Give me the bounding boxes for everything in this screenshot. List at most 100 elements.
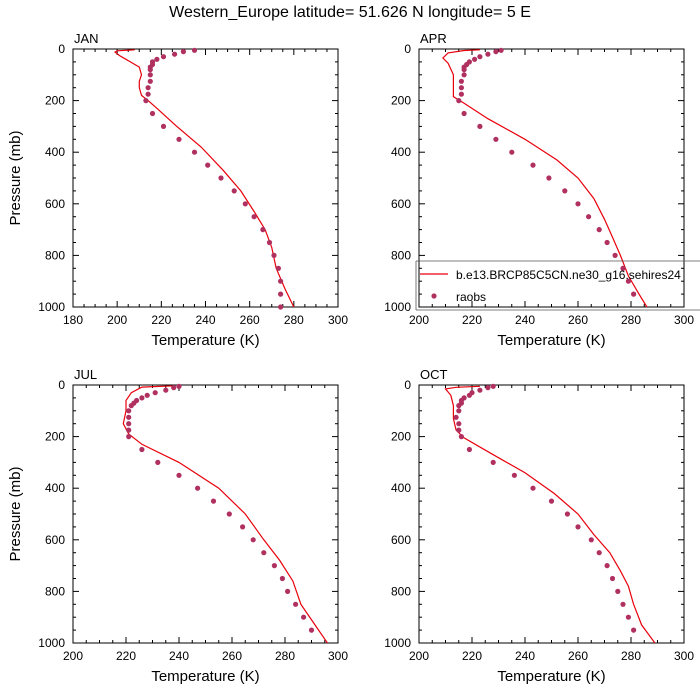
raobs-point	[266, 239, 273, 246]
model-profile-line	[444, 385, 656, 644]
x-tick-label: 280	[284, 313, 304, 327]
raobs-point	[466, 392, 472, 398]
raobs-point	[293, 601, 299, 607]
raobs-point	[620, 601, 626, 607]
y-tick-label: 200	[45, 94, 65, 108]
panel-label: JUL	[74, 367, 97, 382]
y-tick-label: 400	[45, 481, 65, 495]
legend-entry-raobs: raobs	[456, 290, 486, 304]
raobs-point	[301, 614, 307, 620]
raobs-point	[485, 385, 491, 391]
raobs-point	[278, 304, 284, 310]
y-tick-label: 0	[404, 42, 411, 56]
raobs-point	[285, 588, 291, 595]
y-tick-label: 200	[391, 94, 411, 108]
raobs-point	[575, 201, 581, 207]
x-axis-label: Temperature (K)	[497, 332, 605, 349]
raobs-point	[472, 56, 478, 62]
panel-jul: 200 220 240 260 280 300 0 200 400 600 800 1000 Tempe…	[7, 367, 348, 685]
raobs-point	[612, 252, 618, 258]
x-tick-label: 280	[621, 313, 641, 327]
raobs-point	[458, 85, 464, 91]
y-tick-label: 1000	[38, 300, 65, 314]
x-tick-label: 240	[169, 649, 189, 663]
raobs-point	[530, 162, 536, 168]
x-tick-label: 240	[515, 649, 535, 663]
raobs-point	[160, 54, 167, 60]
raobs-point	[149, 110, 156, 117]
raobs-point	[210, 498, 217, 504]
x-tick-label: 300	[328, 649, 348, 663]
y-tick-label: 200	[391, 430, 411, 444]
raobs-point	[226, 511, 232, 517]
y-tick-label: 600	[45, 533, 65, 547]
raobs-point	[458, 434, 464, 440]
raobs-point	[147, 78, 153, 84]
raobs-point	[461, 67, 467, 73]
x-tick-label: 220	[151, 313, 171, 327]
x-tick-label: 300	[674, 313, 694, 327]
model-profile-line	[113, 49, 295, 308]
panel-label: APR	[420, 31, 447, 46]
raobs-point	[564, 511, 571, 517]
raobs-point	[562, 188, 568, 194]
raobs-point	[160, 123, 167, 129]
raobs-point	[530, 485, 536, 491]
raobs-point	[625, 614, 632, 620]
x-tick-label: 200	[63, 649, 83, 663]
raobs-point	[620, 265, 626, 271]
y-tick-label: 800	[45, 584, 65, 598]
raobs-point	[456, 408, 462, 414]
x-tick-label: 200	[409, 313, 429, 327]
raobs-point	[453, 414, 459, 420]
raobs-point	[271, 252, 277, 258]
raobs-point	[586, 214, 592, 220]
y-tick-label: 600	[391, 533, 411, 547]
raobs-point	[631, 627, 637, 633]
raobs-point	[493, 136, 499, 142]
raobs-point	[490, 383, 496, 389]
y-tick-label: 200	[45, 430, 65, 444]
raobs-point	[477, 123, 483, 129]
raobs-point	[195, 485, 201, 491]
raobs-point	[596, 550, 602, 556]
y-tick-label: 1000	[38, 636, 65, 650]
raobs-point	[456, 403, 462, 409]
x-tick-label: 260	[222, 649, 242, 663]
x-tick-label: 200	[107, 313, 127, 327]
x-tick-label: 220	[462, 313, 482, 327]
raobs-point	[308, 627, 315, 633]
model-profile-line	[122, 385, 328, 644]
x-tick-label: 280	[621, 649, 641, 663]
panel-label: JAN	[74, 31, 99, 46]
raobs-point	[191, 149, 198, 155]
raobs-point	[509, 149, 515, 155]
raobs-point	[485, 51, 491, 57]
raobs-point	[242, 201, 248, 207]
raobs-point	[145, 91, 151, 97]
raobs-point	[604, 239, 610, 246]
raobs-point	[144, 392, 150, 398]
panel-apr: 200 220 240 260 280 300 0 200 400 600 800 1000 Tempe…	[384, 31, 694, 349]
x-axis-label: Temperature (K)	[497, 668, 605, 685]
raobs-point	[126, 434, 132, 440]
raobs-point	[625, 278, 632, 284]
y-tick-label: 1000	[384, 636, 411, 650]
raobs-point	[240, 524, 246, 530]
raobs-point	[596, 227, 602, 233]
y-tick-label: 0	[404, 378, 411, 392]
raobs-point	[155, 459, 161, 465]
y-axis-label: Pressure (mb)	[7, 466, 24, 561]
raobs-point	[456, 427, 462, 433]
y-tick-label: 800	[391, 584, 411, 598]
raobs-point	[145, 85, 151, 91]
raobs-point	[575, 524, 581, 530]
raobs-point	[548, 498, 555, 504]
raobs-point	[152, 390, 158, 396]
raobs-point	[615, 588, 621, 595]
raobs-point	[154, 56, 160, 62]
x-tick-label: 300	[328, 313, 348, 327]
raobs-point	[172, 51, 178, 57]
raobs-point	[466, 446, 472, 453]
